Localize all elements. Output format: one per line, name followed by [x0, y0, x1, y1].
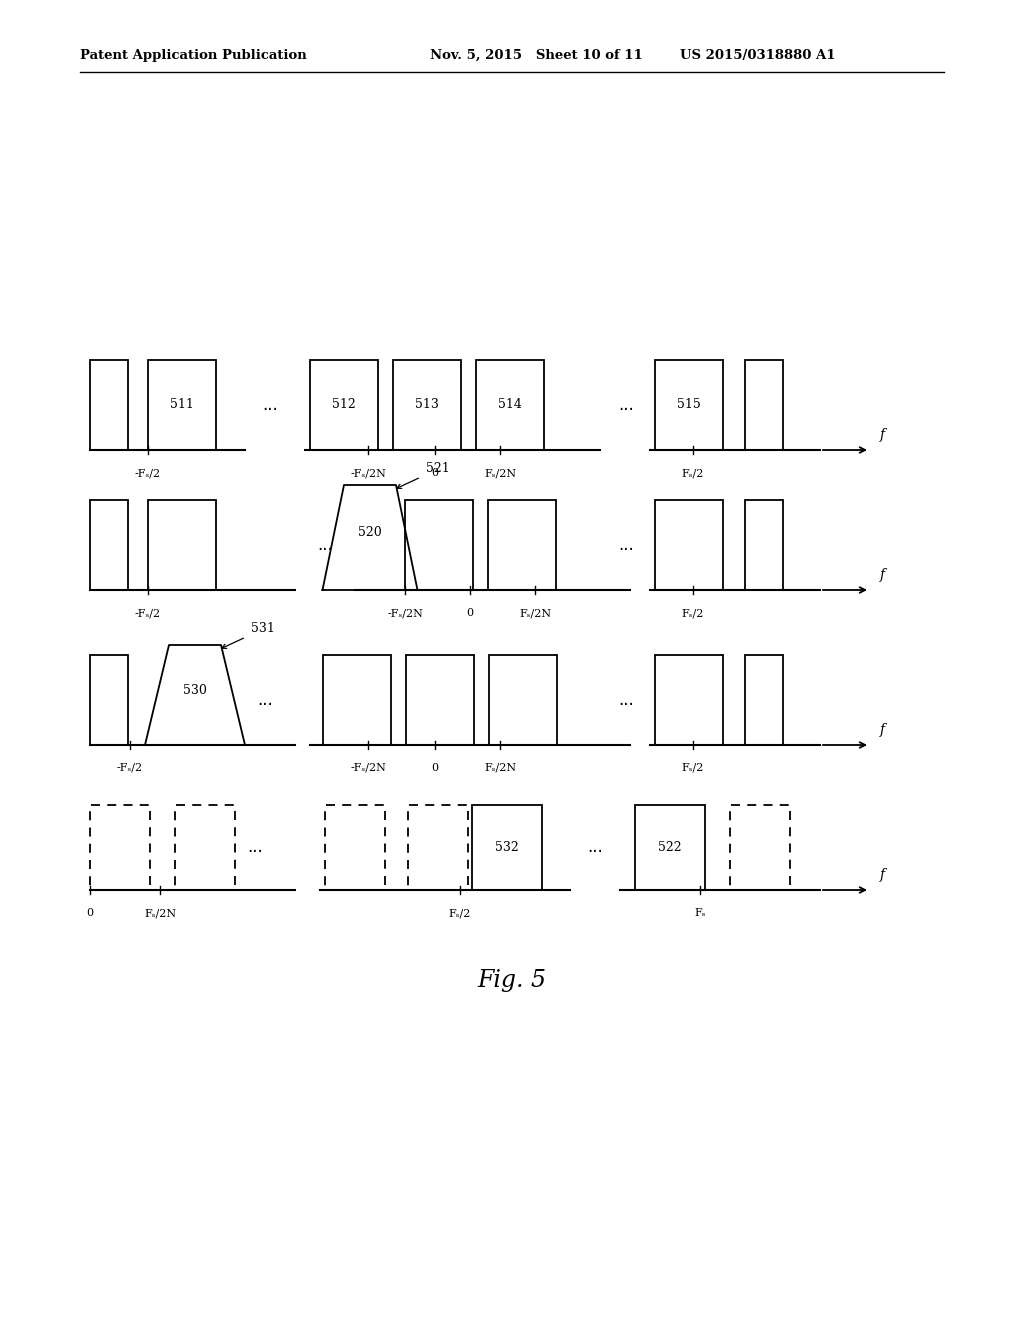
Bar	[745, 655, 783, 744]
Text: -Fₛ/2N: -Fₛ/2N	[350, 763, 386, 774]
Text: Fₛ/2N: Fₛ/2N	[519, 609, 551, 618]
Text: f: f	[880, 428, 885, 442]
Text: 521: 521	[426, 462, 450, 475]
Text: ...: ...	[257, 690, 272, 709]
Text: Fₛ: Fₛ	[694, 908, 706, 917]
Text: 522: 522	[658, 841, 682, 854]
Bar	[730, 805, 790, 890]
Bar	[90, 655, 128, 744]
Text: -Fₛ/2N: -Fₛ/2N	[350, 469, 386, 478]
Text: ...: ...	[247, 838, 263, 857]
Text: Fₛ/2: Fₛ/2	[449, 908, 471, 917]
Bar	[472, 805, 542, 890]
Text: 514: 514	[498, 399, 522, 412]
Text: Fₛ/2N: Fₛ/2N	[484, 763, 516, 774]
Text: 0: 0	[86, 908, 93, 917]
Bar	[148, 500, 216, 590]
Bar	[175, 805, 234, 890]
Text: f: f	[880, 869, 885, 882]
Text: Fₛ/2: Fₛ/2	[682, 609, 705, 618]
Bar	[476, 360, 544, 450]
Text: 511: 511	[170, 399, 194, 412]
Text: ...: ...	[618, 690, 634, 709]
Bar	[488, 500, 556, 590]
Text: ...: ...	[618, 396, 634, 414]
Bar	[310, 360, 378, 450]
Text: US 2015/0318880 A1: US 2015/0318880 A1	[680, 49, 836, 62]
Text: 513: 513	[415, 399, 439, 412]
Text: -Fₛ/2N: -Fₛ/2N	[387, 609, 423, 618]
Bar	[393, 360, 461, 450]
Bar	[408, 805, 468, 890]
Text: Fₛ/2N: Fₛ/2N	[484, 469, 516, 478]
Bar	[489, 655, 557, 744]
Text: Nov. 5, 2015   Sheet 10 of 11: Nov. 5, 2015 Sheet 10 of 11	[430, 49, 643, 62]
Text: 0: 0	[467, 609, 473, 618]
Text: ...: ...	[262, 396, 278, 414]
Text: -Fₛ/2: -Fₛ/2	[135, 609, 161, 618]
Bar	[635, 805, 705, 890]
Text: Fₛ/2: Fₛ/2	[682, 763, 705, 774]
Text: Fₛ/2: Fₛ/2	[682, 469, 705, 478]
Bar	[325, 805, 385, 890]
Bar	[655, 500, 723, 590]
Bar	[90, 805, 150, 890]
Text: 512: 512	[332, 399, 356, 412]
Bar	[745, 500, 783, 590]
Bar	[148, 360, 216, 450]
Text: -Fₛ/2: -Fₛ/2	[117, 763, 143, 774]
Text: 530: 530	[183, 684, 207, 697]
Text: Fₛ/2N: Fₛ/2N	[144, 908, 176, 917]
Text: 0: 0	[431, 469, 438, 478]
Bar	[655, 360, 723, 450]
Bar	[90, 500, 128, 590]
Text: Patent Application Publication: Patent Application Publication	[80, 49, 307, 62]
Text: 532: 532	[496, 841, 519, 854]
Bar	[323, 655, 391, 744]
Text: 0: 0	[431, 763, 438, 774]
Text: f: f	[880, 723, 885, 737]
Text: 531: 531	[251, 622, 274, 635]
Bar	[406, 500, 473, 590]
Text: 515: 515	[677, 399, 700, 412]
Bar	[655, 655, 723, 744]
Text: Fig. 5: Fig. 5	[477, 969, 547, 991]
Text: f: f	[880, 568, 885, 582]
Bar	[90, 360, 128, 450]
Text: ...: ...	[618, 536, 634, 554]
Bar	[406, 655, 474, 744]
Text: 520: 520	[358, 525, 382, 539]
Text: ...: ...	[317, 536, 333, 554]
Bar	[745, 360, 783, 450]
Text: ...: ...	[587, 838, 603, 857]
Text: -Fₛ/2: -Fₛ/2	[135, 469, 161, 478]
